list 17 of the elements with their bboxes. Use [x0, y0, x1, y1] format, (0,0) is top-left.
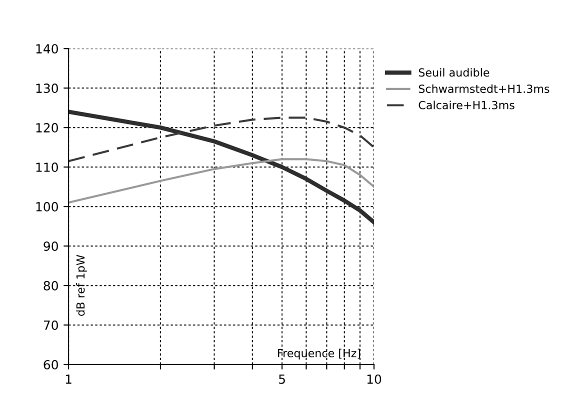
x-tick-label: 5: [279, 374, 285, 384]
y-tick-label: 90: [44, 242, 58, 251]
legend-label: Calcaire+H1.3ms: [418, 100, 514, 110]
legend-label: Schwarmstedt+H1.3ms: [418, 84, 550, 93]
y-tick-label: 80: [44, 280, 58, 290]
y-tick-label: 70: [44, 320, 58, 330]
y-tick-label: 130: [36, 84, 58, 94]
y-tick-label: 100: [36, 202, 58, 212]
y-tick-label: 140: [36, 44, 58, 54]
x-tick-label: 10: [367, 374, 382, 384]
y-axis-title: dB ref 1pW: [76, 254, 87, 316]
legend-label: Seuil audible: [418, 68, 490, 77]
x-tick-label: 1: [66, 374, 72, 384]
y-tick-label: 120: [36, 123, 58, 132]
x-axis-title: Frequence [Hz]: [278, 348, 360, 360]
y-tick-label: 110: [36, 162, 58, 172]
y-tick-label: 60: [44, 360, 58, 370]
